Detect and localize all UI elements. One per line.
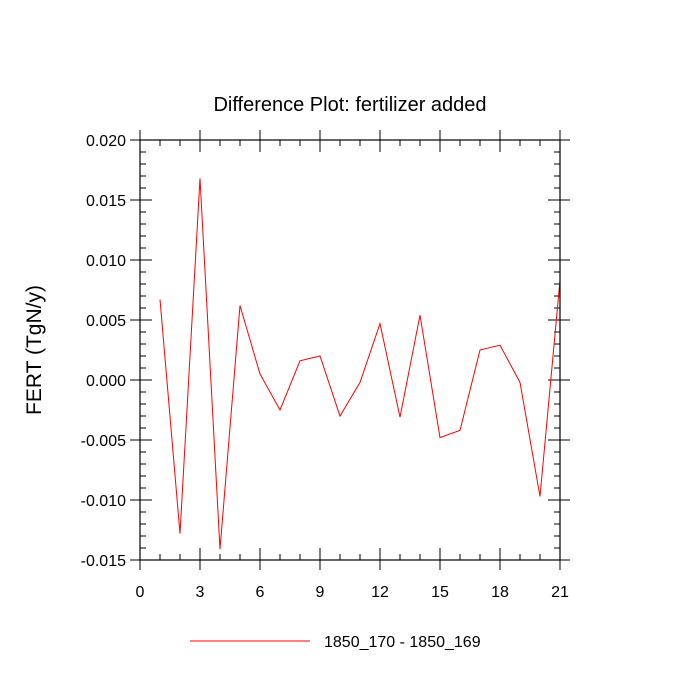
series-line bbox=[159, 178, 561, 550]
x-tick-label: 0 bbox=[136, 584, 145, 601]
tick-labels: 0 3 6 9 12 15 18 21 -0.015 -0.010 -0.005 0.000 0.005… bbox=[81, 133, 569, 601]
y-tick-label: 0.015 bbox=[86, 193, 126, 210]
chart-title: Difference Plot: fertilizer added bbox=[213, 94, 486, 116]
series-layer bbox=[159, 178, 561, 550]
legend: 1850_170 - 1850_169 bbox=[190, 634, 481, 651]
y-tick-label: -0.010 bbox=[81, 493, 126, 510]
x-tick-label: 21 bbox=[551, 584, 569, 601]
x-tick-label: 3 bbox=[196, 584, 205, 601]
y-tick-label: 0.020 bbox=[86, 133, 126, 150]
legend-label: 1850_170 - 1850_169 bbox=[324, 634, 481, 651]
x-tick-label: 15 bbox=[431, 584, 449, 601]
plot-frame bbox=[139, 139, 561, 561]
y-tick-label: 0.005 bbox=[86, 313, 126, 330]
major-ticks bbox=[130, 130, 570, 570]
y-tick-label: -0.015 bbox=[81, 553, 126, 570]
y-tick-label: -0.005 bbox=[81, 433, 126, 450]
y-axis-label: FERT (TgN/y) bbox=[23, 285, 46, 415]
x-tick-label: 6 bbox=[256, 584, 265, 601]
y-tick-label: 0.010 bbox=[86, 253, 126, 270]
minor-ticks bbox=[140, 140, 560, 560]
x-tick-label: 9 bbox=[316, 584, 325, 601]
x-tick-label: 18 bbox=[491, 584, 509, 601]
x-tick-label: 12 bbox=[371, 584, 389, 601]
y-tick-label: 0.000 bbox=[86, 373, 126, 390]
